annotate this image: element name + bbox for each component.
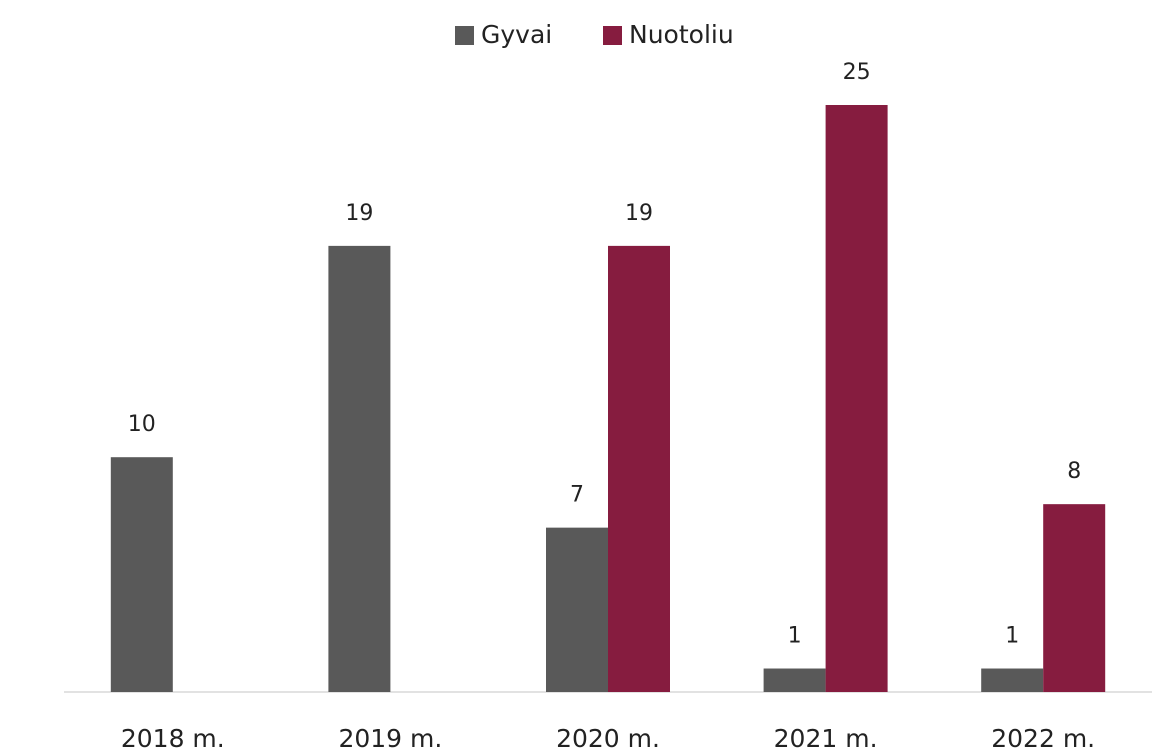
data-label: 25 bbox=[843, 60, 871, 85]
data-label: 1 bbox=[1005, 624, 1019, 649]
legend-swatch bbox=[603, 26, 622, 45]
bar bbox=[608, 245, 670, 692]
data-label: 19 bbox=[345, 201, 373, 226]
bar bbox=[110, 457, 173, 692]
bar bbox=[1043, 504, 1106, 692]
data-label: 10 bbox=[128, 412, 156, 437]
legend-label: Gyvai bbox=[481, 20, 552, 49]
x-tick-label: 2022 m. bbox=[991, 724, 1095, 753]
x-tick-label: 2020 m. bbox=[556, 724, 660, 753]
x-tick-label: 2018 m. bbox=[121, 724, 225, 753]
bar bbox=[763, 668, 826, 692]
data-label: 1 bbox=[788, 624, 802, 649]
data-label: 8 bbox=[1067, 459, 1081, 484]
bar bbox=[328, 245, 391, 692]
legend-swatch bbox=[455, 26, 474, 45]
bar bbox=[546, 527, 608, 692]
data-label: 7 bbox=[570, 483, 584, 508]
x-tick-label: 2021 m. bbox=[774, 724, 878, 753]
legend-label: Nuotoliu bbox=[629, 20, 734, 49]
data-label: 19 bbox=[625, 201, 653, 226]
bar bbox=[981, 668, 1044, 692]
bar bbox=[825, 105, 888, 692]
x-tick-label: 2019 m. bbox=[338, 724, 442, 753]
